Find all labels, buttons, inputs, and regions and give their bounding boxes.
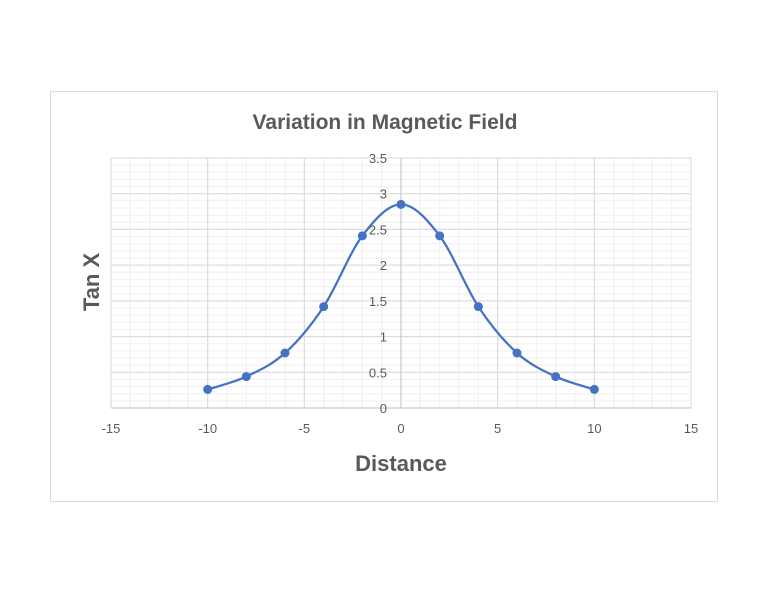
- y-tick-label: 3: [380, 187, 387, 202]
- y-tick-label: 2: [380, 258, 387, 273]
- data-point: [435, 231, 445, 241]
- x-tick-label: -15: [102, 421, 121, 436]
- y-axis-title: Tan X: [79, 253, 104, 312]
- chart-title: Variation in Magnetic Field: [253, 111, 518, 134]
- y-tick-label: 0.5: [369, 365, 387, 380]
- x-tick-label: 15: [684, 421, 698, 436]
- data-point: [589, 384, 599, 394]
- y-tick-label: 1.5: [369, 294, 387, 309]
- x-tick-label: -5: [299, 421, 311, 436]
- data-point: [319, 302, 329, 312]
- x-tick-label: 0: [397, 421, 404, 436]
- data-point: [512, 348, 522, 358]
- data-point: [280, 348, 290, 358]
- data-point: [473, 302, 483, 312]
- y-tick-label: 0: [380, 401, 387, 416]
- data-point: [241, 372, 251, 382]
- axes: [111, 158, 691, 409]
- x-tick-label: 10: [587, 421, 601, 436]
- data-point: [357, 231, 367, 241]
- y-tick-label: 2.5: [369, 222, 387, 237]
- x-axis-title: Distance: [355, 451, 447, 476]
- data-series: [203, 199, 599, 394]
- chart-area: Variation in Magnetic Field -15 -10 -5 0 5 10…: [50, 91, 718, 502]
- y-tick-label: 1: [380, 330, 387, 345]
- y-tick-label: 3.5: [369, 151, 387, 166]
- tick-labels: -15 -10 -5 0 5 10 15 0 0.5 1 1.5 2 2.5 3 3.5: [102, 151, 699, 436]
- data-point: [396, 199, 406, 209]
- data-point: [551, 372, 561, 382]
- x-tick-label: -10: [198, 421, 217, 436]
- data-point: [203, 384, 213, 394]
- x-tick-label: 5: [494, 421, 501, 436]
- scatter-chart: Variation in Magnetic Field -15 -10 -5 0 5 10…: [79, 111, 699, 476]
